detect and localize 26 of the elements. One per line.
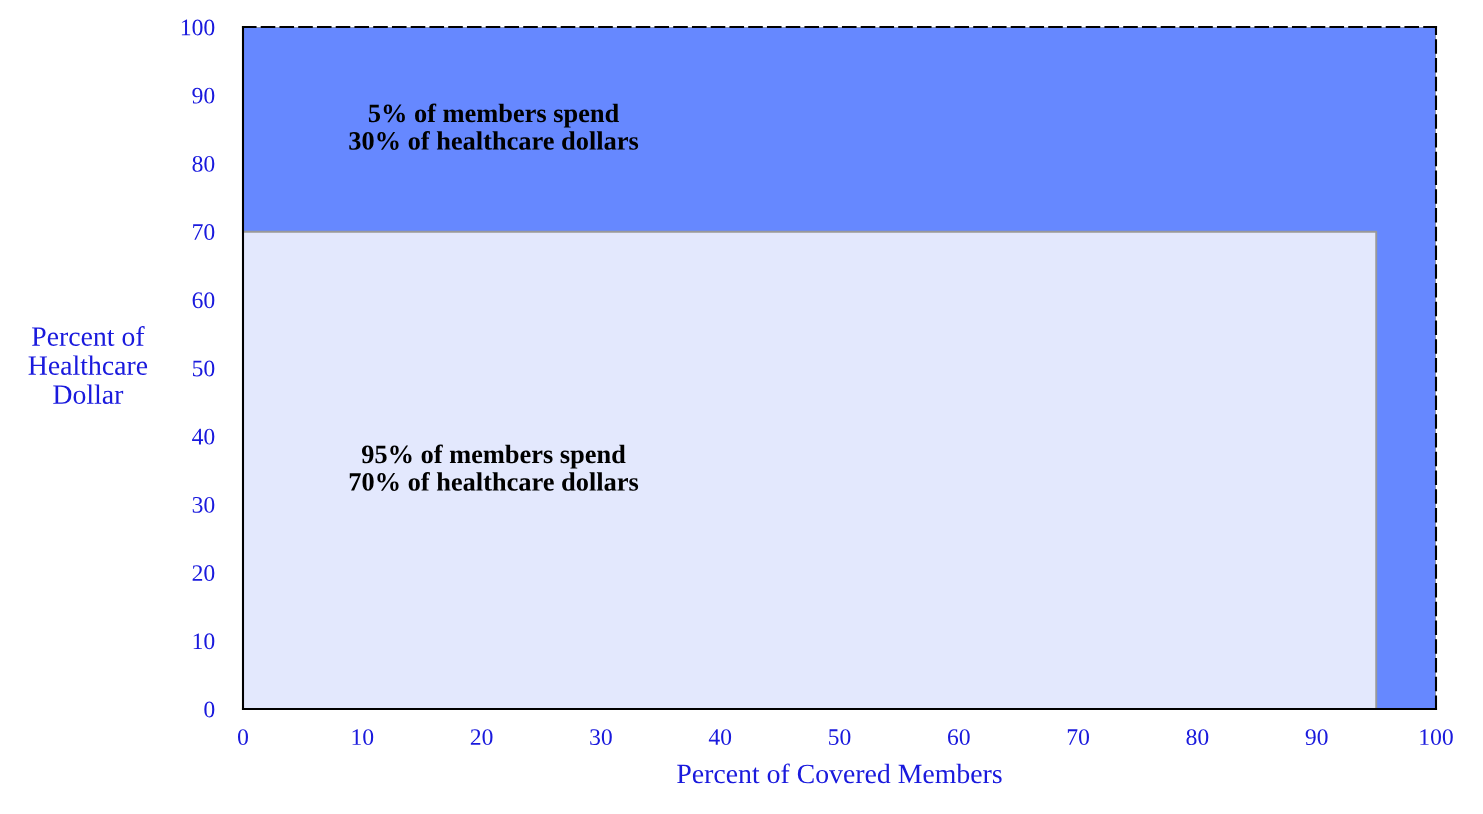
annotation: 5% of members spend 30% of healthcare dollars: [349, 103, 639, 150]
x-tick-label: 20: [470, 729, 493, 746]
x-tick-label: 0: [238, 729, 248, 746]
y-tick-label: 90: [192, 87, 215, 104]
x-tick-label: 30: [590, 729, 612, 746]
y-tick-label: 60: [192, 292, 215, 309]
x-tick-label: 70: [1067, 729, 1090, 746]
y-tick-label: 80: [192, 155, 215, 172]
x-tick-label: 90: [1305, 729, 1328, 746]
y-tick-label: 100: [181, 19, 215, 36]
x-tick-label: 10: [352, 729, 374, 746]
y-tick-label: 40: [192, 428, 215, 445]
x-tick-label: 100: [1420, 729, 1453, 746]
x-axis-title: Percent of Covered Members: [677, 763, 1002, 784]
y-axis-title: Percent of Healthcare Dollar: [28, 326, 148, 404]
x-tick-label: 40: [708, 729, 732, 746]
annotation: 95% of members spend 70% of healthcare dollars: [349, 444, 639, 491]
y-tick-label: 0: [204, 701, 215, 718]
y-tick-label: 50: [192, 360, 215, 377]
x-tick-label: 50: [829, 729, 851, 746]
x-tick-label: 80: [1186, 729, 1209, 746]
y-tick-label: 70: [193, 224, 215, 241]
x-tick-label: 60: [948, 729, 970, 746]
y-tick-label: 20: [192, 565, 215, 582]
y-tick-label: 30: [192, 496, 215, 513]
y-tick-label: 10: [193, 633, 215, 650]
